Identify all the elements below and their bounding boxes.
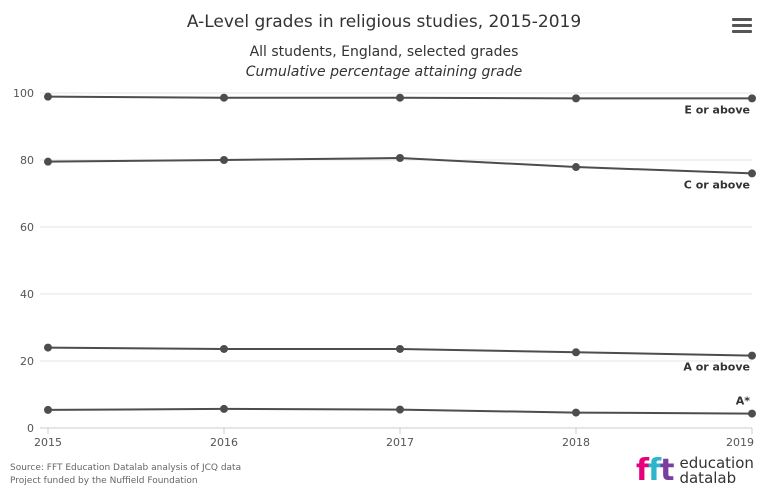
y-tick-label: 20 <box>20 355 34 368</box>
credits-source: Source: FFT Education Datalab analysis o… <box>10 463 242 473</box>
data-point[interactable] <box>748 351 756 360</box>
series-layer: E or above C or above A or above A* <box>44 92 756 418</box>
data-point[interactable] <box>572 408 580 417</box>
chart-subtitle: All students, England, selected grades C… <box>0 42 768 82</box>
y-tick-label: 80 <box>20 154 34 167</box>
axis-layer: 0 20 40 60 80 100 2015 2016 2017 2018 2019 <box>13 87 754 449</box>
chart-title: A-Level grades in religious studies, 201… <box>186 12 582 32</box>
y-tick-label: 40 <box>20 288 34 301</box>
series-end-label: A or above <box>683 361 750 374</box>
x-tick-label: 2019 <box>726 436 754 449</box>
x-tick-label: 2017 <box>386 436 414 449</box>
data-point[interactable] <box>748 169 756 178</box>
grid-layer <box>40 92 752 362</box>
subtitle-line-1: All students, England, selected grades <box>249 44 519 60</box>
data-point[interactable] <box>220 156 228 164</box>
series-end-label: A* <box>736 395 751 408</box>
credits: Source: FFT Education Datalab analysis o… <box>10 462 241 488</box>
data-point[interactable] <box>44 157 52 166</box>
data-point[interactable] <box>396 153 404 162</box>
data-point[interactable] <box>396 405 404 414</box>
data-point[interactable] <box>44 405 52 414</box>
data-point[interactable] <box>44 92 52 101</box>
data-point[interactable] <box>572 94 580 103</box>
data-point[interactable] <box>572 348 580 357</box>
credits-funding: Project funded by the Nuffield Foundatio… <box>10 476 198 486</box>
hamburger-menu-icon[interactable] <box>732 18 752 34</box>
x-tick-label: 2018 <box>562 436 590 449</box>
series-end-label: C or above <box>684 178 750 191</box>
data-point[interactable] <box>748 409 756 418</box>
data-point[interactable] <box>396 93 404 102</box>
data-point[interactable] <box>220 93 228 102</box>
y-tick-label: 0 <box>27 422 34 435</box>
x-tick-label: 2016 <box>210 436 238 449</box>
logo-wordmark: education datalab <box>679 454 754 487</box>
data-point[interactable] <box>220 344 228 353</box>
data-point[interactable] <box>396 344 404 353</box>
data-point[interactable] <box>572 163 580 172</box>
y-tick-label: 60 <box>20 221 34 234</box>
data-point[interactable] <box>748 94 756 103</box>
fft-logo-mark: fft <box>636 453 674 488</box>
y-tick-label: 100 <box>13 87 34 100</box>
series-end-label: E or above <box>684 103 750 116</box>
subtitle-line-2: Cumulative percentage attaining grade <box>245 64 523 80</box>
x-tick-label: 2015 <box>34 436 62 449</box>
data-point[interactable] <box>220 404 228 413</box>
data-point[interactable] <box>44 343 52 352</box>
education-datalab-logo: fft education datalab <box>636 454 754 488</box>
